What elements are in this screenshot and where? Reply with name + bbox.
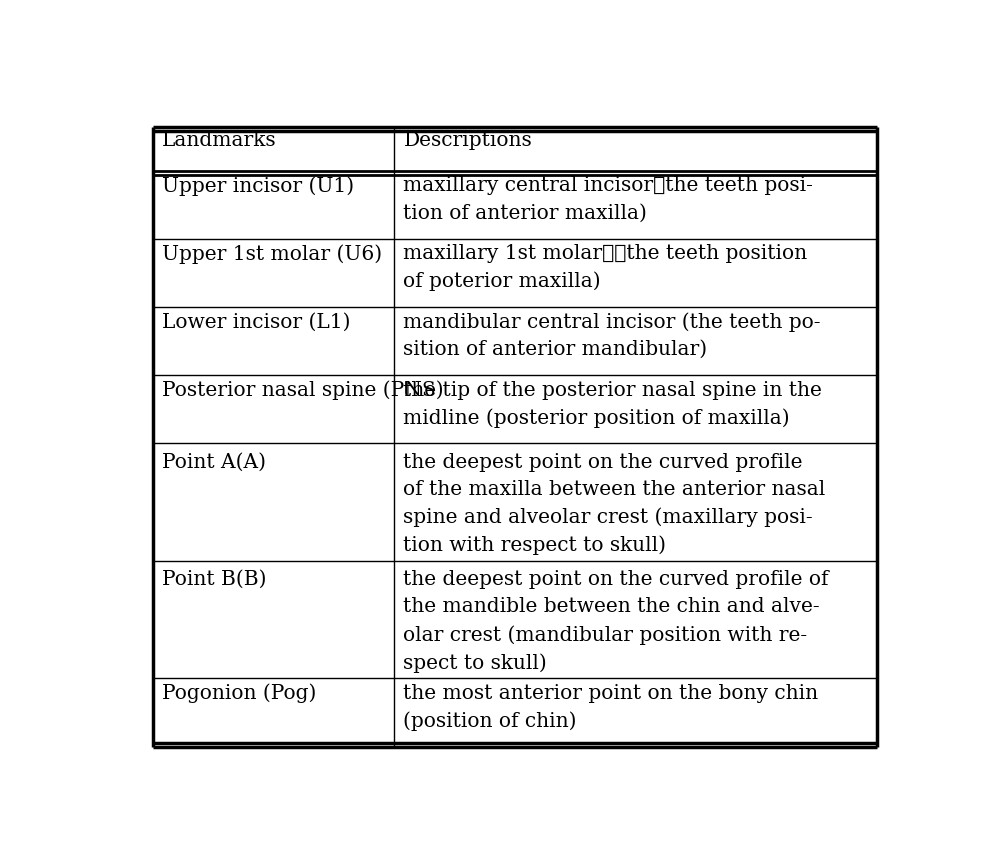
Text: mandibular central incisor (the teeth po-
sition of anterior mandibular): mandibular central incisor (the teeth po… — [403, 312, 821, 359]
Text: Landmarks: Landmarks — [162, 131, 276, 150]
Text: Posterior nasal spine (PNS): Posterior nasal spine (PNS) — [162, 381, 444, 400]
Text: the most anterior point on the bony chin
(position of chin): the most anterior point on the bony chin… — [403, 684, 818, 731]
Text: the tip of the posterior nasal spine in the
midline (posterior position of maxil: the tip of the posterior nasal spine in … — [403, 381, 822, 428]
Text: Point A(A): Point A(A) — [162, 452, 266, 471]
Text: Descriptions: Descriptions — [403, 131, 533, 150]
Text: maxillary central incisor（the teeth posi-
tion of anterior maxilla): maxillary central incisor（the teeth posi… — [403, 176, 813, 222]
Text: Upper incisor (U1): Upper incisor (U1) — [162, 176, 355, 195]
Text: the deepest point on the curved profile
of the maxilla between the anterior nasa: the deepest point on the curved profile … — [403, 452, 826, 555]
Text: Point B(B): Point B(B) — [162, 570, 266, 589]
Text: Lower incisor (L1): Lower incisor (L1) — [162, 312, 351, 331]
Text: maxillary 1st molar　（the teeth position
of poterior maxilla): maxillary 1st molar （the teeth position … — [403, 244, 808, 292]
Text: Upper 1st molar (U6): Upper 1st molar (U6) — [162, 244, 382, 264]
Text: Pogonion (Pog): Pogonion (Pog) — [162, 684, 317, 703]
Text: the deepest point on the curved profile of
the mandible between the chin and alv: the deepest point on the curved profile … — [403, 570, 829, 673]
